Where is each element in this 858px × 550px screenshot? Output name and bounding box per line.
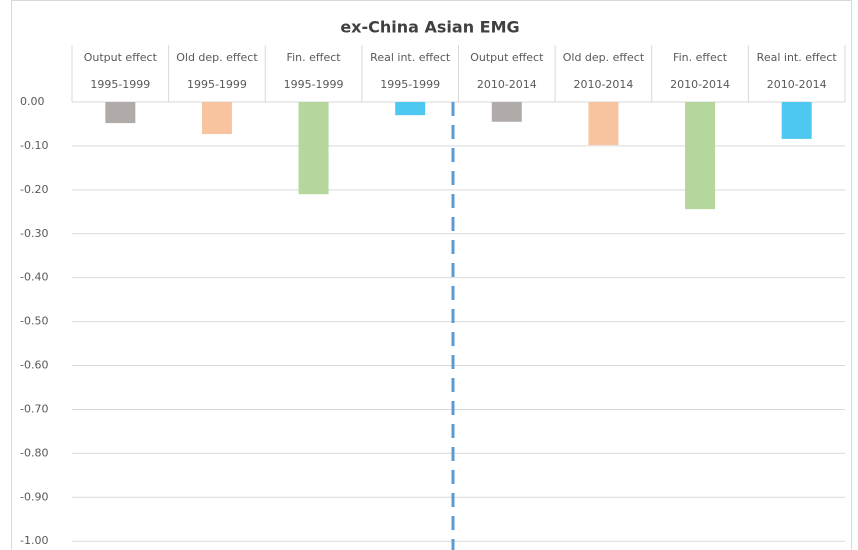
x-tick-period: 1995-1999 — [187, 78, 247, 91]
y-tick-label: -0.90 — [20, 490, 48, 503]
x-tick-label: Old dep. effect — [563, 51, 645, 64]
bar — [588, 102, 619, 146]
x-tick-label: Output effect — [470, 51, 544, 64]
x-tick-period: 1995-1999 — [90, 78, 150, 91]
bar — [395, 102, 426, 116]
chart-title: ex-China Asian EMG — [340, 18, 519, 37]
x-tick-label: Old dep. effect — [176, 51, 258, 64]
bar — [201, 102, 232, 135]
x-tick-label: Real int. effect — [757, 51, 838, 64]
chart-frame — [11, 0, 852, 550]
y-tick-label: -0.70 — [20, 402, 48, 415]
y-tick-label: -0.20 — [20, 183, 48, 196]
y-tick-label: 0.00 — [20, 95, 45, 108]
x-tick-label: Fin. effect — [673, 51, 728, 64]
bar — [105, 102, 136, 124]
x-tick-period: 1995-1999 — [380, 78, 440, 91]
y-tick-label: -0.30 — [20, 227, 48, 240]
x-tick-label: Real int. effect — [370, 51, 451, 64]
x-tick-label: Output effect — [84, 51, 158, 64]
x-tick-label: Fin. effect — [287, 51, 342, 64]
y-tick-label: -0.80 — [20, 446, 48, 459]
y-tick-label: -0.10 — [20, 139, 48, 152]
x-tick-period: 2010-2014 — [477, 78, 537, 91]
bar — [781, 102, 812, 139]
bar — [298, 102, 329, 195]
bar — [685, 102, 716, 210]
y-tick-label: -1.00 — [20, 534, 48, 547]
x-tick-period: 1995-1999 — [284, 78, 344, 91]
bar — [491, 102, 522, 122]
y-tick-label: -0.60 — [20, 359, 48, 372]
x-tick-period: 2010-2014 — [767, 78, 827, 91]
x-tick-period: 2010-2014 — [670, 78, 730, 91]
y-tick-label: -0.40 — [20, 271, 48, 284]
y-tick-label: -0.50 — [20, 315, 48, 328]
x-tick-period: 2010-2014 — [573, 78, 633, 91]
